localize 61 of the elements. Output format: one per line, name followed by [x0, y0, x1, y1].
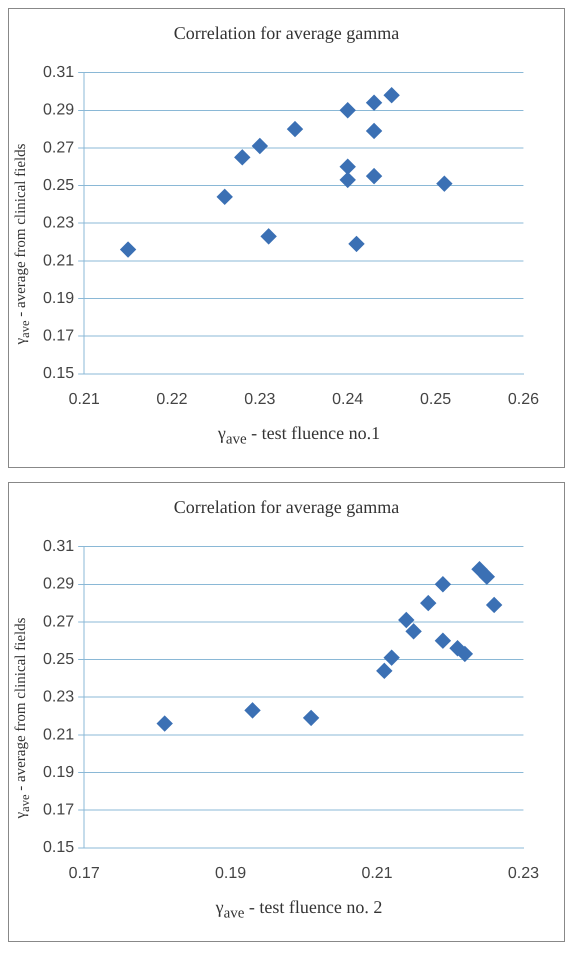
point: [406, 623, 422, 640]
point: [244, 702, 261, 718]
y-tick-label: 0.21: [43, 252, 74, 270]
x-tick-label: 0.22: [156, 390, 188, 408]
point: [366, 122, 382, 139]
y-tick-label: 0.23: [43, 688, 74, 706]
point: [376, 662, 392, 679]
point: [486, 596, 502, 613]
point: [260, 228, 277, 244]
y-tick-label: 0.29: [43, 102, 74, 119]
y-tick-label: 0.29: [43, 576, 74, 593]
x-axis-title: γ$_{ave}$ - test fluence no. 2: [214, 897, 384, 923]
point: [216, 188, 233, 205]
x-tick-label: 0.19: [215, 864, 246, 882]
point: [456, 646, 473, 662]
x-tick-label: 0.24: [332, 390, 364, 408]
point: [384, 87, 400, 104]
point: [234, 149, 250, 166]
point: [478, 568, 495, 585]
x-tick-label: 0.25: [420, 390, 452, 408]
y-tick-label: 0.25: [43, 650, 74, 668]
point: [398, 612, 414, 628]
point: [436, 176, 452, 192]
y-tick-label: 0.19: [43, 290, 74, 307]
y-tick-label: 0.27: [43, 139, 74, 156]
point: [434, 576, 451, 592]
point: [340, 172, 356, 188]
point: [348, 236, 364, 252]
y-tick-label: 0.27: [43, 613, 74, 630]
x-tick-label: 0.23: [244, 390, 276, 408]
x-tick-label: 0.23: [508, 864, 540, 882]
point: [366, 168, 382, 184]
chart-title: Correlation for average gamma: [172, 497, 400, 518]
y-tick-label: 0.23: [43, 214, 74, 232]
point: [252, 138, 268, 154]
point: [340, 158, 356, 175]
y-tick-label: 0.21: [43, 726, 74, 744]
point: [340, 102, 356, 118]
x-tick-label: 0.21: [68, 390, 100, 408]
point: [472, 561, 488, 578]
point: [287, 121, 303, 138]
y-tick-label: 0.31: [43, 64, 74, 82]
point: [120, 242, 136, 258]
point: [366, 94, 382, 111]
y-tick-label: 0.15: [43, 365, 74, 382]
x-tick-label: 0.17: [68, 864, 100, 882]
y-tick-label: 0.17: [43, 802, 74, 819]
x-tick-label: 0.21: [361, 864, 393, 882]
y-tick-label: 0.19: [43, 764, 74, 781]
y-tick-label: 0.25: [43, 176, 74, 194]
point: [384, 650, 400, 666]
y-tick-label: 0.15: [43, 839, 74, 856]
point: [420, 595, 436, 612]
point: [156, 716, 173, 732]
chart-title: Correlation for average gamma: [172, 23, 400, 44]
y-tick-label: 0.17: [43, 328, 74, 345]
point: [434, 632, 451, 649]
y-tick-label: 0.31: [43, 538, 74, 556]
x-tick-label: 0.26: [508, 390, 540, 408]
x-axis-title: γ$_{ave}$ - test fluence no.1: [216, 423, 382, 449]
point: [303, 710, 320, 726]
